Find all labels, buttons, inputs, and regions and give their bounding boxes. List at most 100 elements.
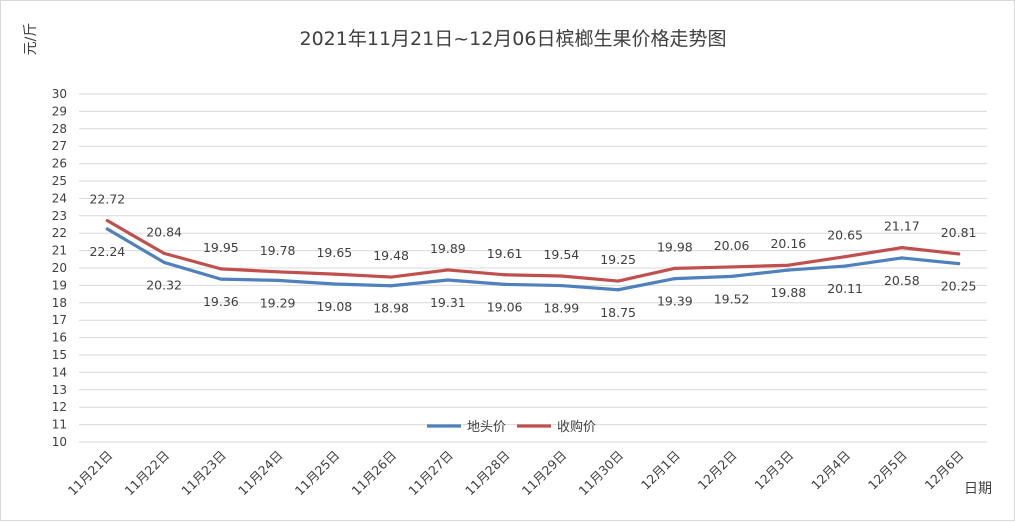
data-point [389, 284, 393, 288]
data-label: 19.61 [487, 246, 523, 261]
y-tick-label: 11 [52, 418, 67, 432]
data-point [900, 246, 904, 250]
data-label: 19.31 [430, 295, 466, 310]
data-point [559, 274, 563, 278]
data-point [105, 219, 109, 223]
data-label: 19.98 [657, 239, 693, 254]
y-axis-ticks: 10 11 12 13 14 15 16 17 18 19 20 21 22 23 24 25 26 27 28 29… [52, 87, 67, 449]
data-point [957, 262, 961, 266]
y-tick-label: 10 [52, 435, 67, 449]
data-point [162, 251, 166, 255]
data-label: 19.65 [316, 245, 352, 260]
data-point [673, 266, 677, 270]
data-point [389, 275, 393, 279]
x-tick-label: 11月21日 [65, 448, 116, 499]
x-tick-label: 11月25日 [292, 448, 343, 499]
data-label: 19.95 [203, 240, 239, 255]
data-point [730, 274, 734, 278]
y-tick-label: 21 [52, 244, 67, 258]
data-label: 20.06 [714, 238, 750, 253]
y-tick-label: 20 [52, 261, 67, 275]
x-tick-label: 11月23日 [178, 448, 229, 499]
legend-entry-0: 地头价 [467, 420, 506, 435]
data-label: 20.81 [941, 225, 977, 240]
data-label: 18.99 [543, 301, 579, 316]
y-tick-label: 26 [52, 157, 67, 171]
data-label: 22.24 [89, 244, 125, 259]
y-tick-label: 30 [52, 87, 67, 101]
y-tick-label: 29 [52, 104, 67, 118]
data-label: 19.08 [316, 299, 352, 314]
data-label: 19.29 [260, 295, 296, 310]
y-tick-label: 28 [52, 122, 67, 136]
data-label: 20.65 [827, 228, 863, 243]
y-tick-label: 27 [52, 139, 67, 153]
data-point [616, 288, 620, 292]
data-label: 18.75 [600, 305, 636, 320]
data-label: 19.88 [770, 285, 806, 300]
x-tick-label: 12月4日 [808, 448, 853, 493]
data-point [786, 263, 790, 267]
series-line-0 [105, 227, 961, 292]
x-tick-label: 11月27日 [405, 448, 456, 499]
data-point [503, 273, 507, 277]
data-label: 20.32 [146, 277, 182, 292]
data-point [332, 272, 336, 276]
data-label: 19.36 [203, 294, 239, 309]
data-label: 21.17 [884, 219, 920, 234]
data-label: 19.06 [487, 299, 523, 314]
y-tick-label: 22 [52, 226, 67, 240]
data-label: 19.89 [430, 241, 466, 256]
data-point [446, 268, 450, 272]
x-tick-label: 11月22日 [121, 448, 172, 499]
x-tick-label: 11月29日 [519, 448, 570, 499]
y-tick-label: 19 [52, 278, 67, 292]
series-lines [105, 219, 961, 292]
data-point [786, 268, 790, 272]
y-tick-label: 18 [52, 296, 67, 310]
y-tick-label: 15 [52, 348, 67, 362]
y-tick-label: 24 [52, 191, 67, 205]
y-tick-label: 17 [52, 313, 67, 327]
data-point [503, 282, 507, 286]
y-tick-label: 13 [52, 383, 67, 397]
chart-title: 2021年11月21日~12月06日槟榔生果价格走势图 [300, 28, 727, 50]
data-labels: 22.24 20.32 19.36 19.29 19.08 18.98 19.31 19.06… [89, 192, 976, 320]
data-point [276, 270, 280, 274]
data-point [559, 283, 563, 288]
legend: 地头价 收购价 [427, 419, 596, 435]
data-point [900, 256, 904, 260]
data-point [162, 260, 166, 265]
data-point [957, 252, 961, 256]
x-tick-label: 12月1日 [638, 448, 683, 493]
x-tick-label: 12月5日 [865, 448, 910, 493]
legend-entry-1: 收购价 [557, 419, 596, 435]
data-point [332, 282, 336, 286]
data-label: 20.58 [884, 273, 920, 288]
data-label: 19.48 [373, 248, 409, 263]
data-label: 19.54 [543, 247, 579, 262]
data-label: 18.98 [373, 301, 409, 316]
data-label: 20.84 [146, 224, 182, 239]
x-tick-label: 11月28日 [462, 448, 513, 499]
x-tick-label: 12月3日 [751, 448, 796, 493]
series-line-1 [105, 219, 961, 283]
data-label: 20.11 [827, 281, 863, 296]
x-tick-label: 11月30日 [575, 448, 626, 499]
y-tick-label: 12 [52, 400, 67, 414]
data-label: 19.78 [260, 243, 296, 258]
data-label: 19.25 [600, 252, 636, 267]
data-label: 19.39 [657, 294, 693, 309]
x-axis-ticks: 11月21日 11月22日 11月23日 11月24日 11月25日 11月26日 11月2… [65, 448, 967, 499]
data-point [219, 277, 223, 281]
data-point [105, 227, 109, 231]
data-label: 20.25 [941, 279, 977, 294]
data-label: 22.72 [89, 192, 125, 207]
x-tick-label: 12月6日 [922, 448, 967, 493]
x-tick-label: 11月24日 [235, 448, 286, 499]
data-label: 19.52 [714, 291, 750, 306]
data-point [843, 264, 847, 268]
data-point [616, 279, 620, 283]
data-point [673, 277, 677, 281]
